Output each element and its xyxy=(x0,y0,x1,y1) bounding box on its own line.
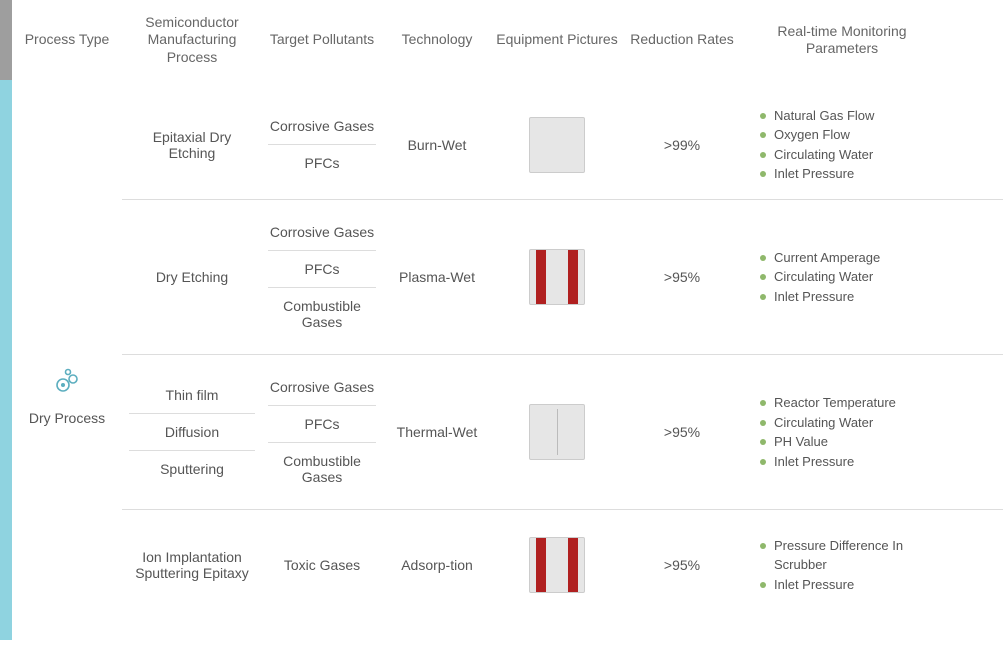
reduction-cell: >95% xyxy=(622,557,742,573)
table-row: Thin filmDiffusionSputteringCorrosive Ga… xyxy=(122,355,1003,510)
reduction-cell: >95% xyxy=(622,424,742,440)
pollutant-item: Corrosive Gases xyxy=(268,108,376,144)
equipment-cell xyxy=(492,117,622,173)
equipment-image xyxy=(529,537,585,593)
header-process-type: Process Type xyxy=(12,27,122,53)
monitoring-list: Natural Gas FlowOxygen FlowCirculating W… xyxy=(742,106,942,184)
table-header-row: Process Type Semiconductor Manufacturing… xyxy=(0,0,1003,80)
process-type-label: Dry Process xyxy=(29,410,105,426)
manufacturing-cell: Epitaxial Dry Etching xyxy=(122,119,262,171)
monitoring-item: Natural Gas Flow xyxy=(760,106,942,126)
table-row: Dry EtchingCorrosive GasesPFCsCombustibl… xyxy=(122,200,1003,355)
manufacturing-item: Dry Etching xyxy=(129,259,255,295)
monitoring-item: Circulating Water xyxy=(760,413,942,433)
manufacturing-cell: Ion Implantation Sputtering Epitaxy xyxy=(122,539,262,591)
manufacturing-item: Ion Implantation Sputtering Epitaxy xyxy=(129,539,255,591)
pollutants-cell: Corrosive GasesPFCs xyxy=(262,108,382,181)
process-type-icon xyxy=(51,365,83,402)
monitoring-list: Current AmperageCirculating WaterInlet P… xyxy=(742,248,942,307)
monitoring-list: Pressure Difference In ScrubberInlet Pre… xyxy=(742,536,942,595)
equipment-image xyxy=(529,249,585,305)
pollutants-cell: Toxic Gases xyxy=(262,547,382,583)
reduction-cell: >99% xyxy=(622,137,742,153)
monitoring-cell: Current AmperageCirculating WaterInlet P… xyxy=(742,248,942,307)
pollutant-item: PFCs xyxy=(268,144,376,181)
monitoring-item: Pressure Difference In Scrubber xyxy=(760,536,942,575)
monitoring-item: Circulating Water xyxy=(760,145,942,165)
process-type-column: Dry Process xyxy=(12,90,122,620)
equipment-cell xyxy=(492,537,622,593)
pollutants-cell: Corrosive GasesPFCsCombustible Gases xyxy=(262,214,382,340)
monitoring-cell: Natural Gas FlowOxygen FlowCirculating W… xyxy=(742,106,942,184)
monitoring-cell: Pressure Difference In ScrubberInlet Pre… xyxy=(742,536,942,595)
table-row: Epitaxial Dry EtchingCorrosive GasesPFCs… xyxy=(122,90,1003,200)
pollutant-item: Corrosive Gases xyxy=(268,369,376,405)
header-technology: Technology xyxy=(382,27,492,53)
monitoring-item: Inlet Pressure xyxy=(760,575,942,595)
monitoring-item: Inlet Pressure xyxy=(760,452,942,472)
reduction-cell: >95% xyxy=(622,269,742,285)
pollutant-item: PFCs xyxy=(268,405,376,442)
manufacturing-item: Diffusion xyxy=(129,413,255,450)
monitoring-item: Circulating Water xyxy=(760,267,942,287)
header-equipment: Equipment Pictures xyxy=(492,27,622,53)
table-rows: Epitaxial Dry EtchingCorrosive GasesPFCs… xyxy=(122,90,1003,620)
pollutants-cell: Corrosive GasesPFCsCombustible Gases xyxy=(262,369,382,495)
monitoring-item: Current Amperage xyxy=(760,248,942,268)
header-manufacturing: Semiconductor Manufacturing Process xyxy=(122,10,262,71)
pollutant-item: Corrosive Gases xyxy=(268,214,376,250)
pollutant-item: Combustible Gases xyxy=(268,442,376,495)
header-monitoring: Real-time Monitoring Parameters xyxy=(742,19,942,62)
equipment-cell xyxy=(492,404,622,460)
monitoring-item: Reactor Temperature xyxy=(760,393,942,413)
technology-cell: Thermal-Wet xyxy=(382,424,492,440)
technology-cell: Adsorp-tion xyxy=(382,557,492,573)
technology-cell: Plasma-Wet xyxy=(382,269,492,285)
monitoring-item: Oxygen Flow xyxy=(760,125,942,145)
monitoring-list: Reactor TemperatureCirculating WaterPH V… xyxy=(742,393,942,471)
header-pollutants: Target Pollutants xyxy=(262,27,382,53)
equipment-cell xyxy=(492,249,622,305)
monitoring-item: Inlet Pressure xyxy=(760,287,942,307)
manufacturing-item: Thin film xyxy=(129,377,255,413)
pollutant-item: Toxic Gases xyxy=(268,547,376,583)
monitoring-item: Inlet Pressure xyxy=(760,164,942,184)
equipment-image xyxy=(529,404,585,460)
technology-cell: Burn-Wet xyxy=(382,137,492,153)
equipment-image xyxy=(529,117,585,173)
table-row: Ion Implantation Sputtering Epitaxy Toxic… xyxy=(122,510,1003,620)
manufacturing-cell: Dry Etching xyxy=(122,259,262,295)
manufacturing-item: Epitaxial Dry Etching xyxy=(129,119,255,171)
monitoring-item: PH Value xyxy=(760,432,942,452)
manufacturing-item: Sputtering xyxy=(129,450,255,487)
table-body: Dry Process Epitaxial Dry EtchingCorrosi… xyxy=(0,80,1003,640)
manufacturing-cell: Thin filmDiffusionSputtering xyxy=(122,377,262,487)
header-reduction: Reduction Rates xyxy=(622,27,742,53)
pollutant-item: Combustible Gases xyxy=(268,287,376,340)
pollutant-item: PFCs xyxy=(268,250,376,287)
monitoring-cell: Reactor TemperatureCirculating WaterPH V… xyxy=(742,393,942,471)
